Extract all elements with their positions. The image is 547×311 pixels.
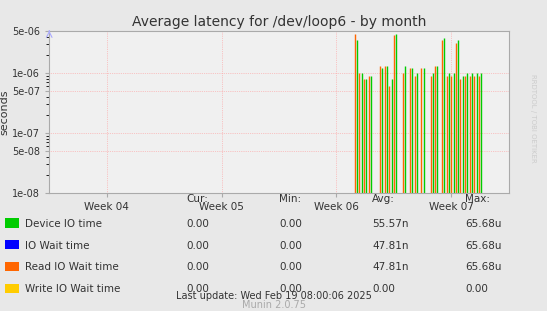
Text: Read IO Wait time: Read IO Wait time xyxy=(25,262,118,272)
Text: Cur:: Cur: xyxy=(186,194,208,204)
Text: 65.68u: 65.68u xyxy=(465,262,502,272)
Text: 65.68u: 65.68u xyxy=(465,219,502,229)
Text: 0.00: 0.00 xyxy=(186,241,209,251)
Text: 0.00: 0.00 xyxy=(372,284,395,294)
Text: 0.00: 0.00 xyxy=(279,284,302,294)
Text: 65.68u: 65.68u xyxy=(465,241,502,251)
Text: 0.00: 0.00 xyxy=(279,241,302,251)
Text: 0.00: 0.00 xyxy=(186,219,209,229)
Text: 0.00: 0.00 xyxy=(279,219,302,229)
Text: Device IO time: Device IO time xyxy=(25,219,102,229)
Title: Average latency for /dev/loop6 - by month: Average latency for /dev/loop6 - by mont… xyxy=(132,15,426,29)
Y-axis label: seconds: seconds xyxy=(0,89,9,135)
Text: Last update: Wed Feb 19 08:00:06 2025: Last update: Wed Feb 19 08:00:06 2025 xyxy=(176,290,371,300)
Text: 0.00: 0.00 xyxy=(465,284,488,294)
Text: Munin 2.0.75: Munin 2.0.75 xyxy=(241,300,306,310)
Text: IO Wait time: IO Wait time xyxy=(25,241,89,251)
Text: 47.81n: 47.81n xyxy=(372,241,409,251)
Text: Min:: Min: xyxy=(279,194,301,204)
Text: 47.81n: 47.81n xyxy=(372,262,409,272)
Text: 55.57n: 55.57n xyxy=(372,219,409,229)
Text: 0.00: 0.00 xyxy=(186,262,209,272)
Text: RRDTOOL / TOBI OETIKER: RRDTOOL / TOBI OETIKER xyxy=(531,74,536,163)
Text: 0.00: 0.00 xyxy=(279,262,302,272)
Text: Avg:: Avg: xyxy=(372,194,395,204)
Text: 0.00: 0.00 xyxy=(186,284,209,294)
Text: Max:: Max: xyxy=(465,194,490,204)
Text: Write IO Wait time: Write IO Wait time xyxy=(25,284,120,294)
